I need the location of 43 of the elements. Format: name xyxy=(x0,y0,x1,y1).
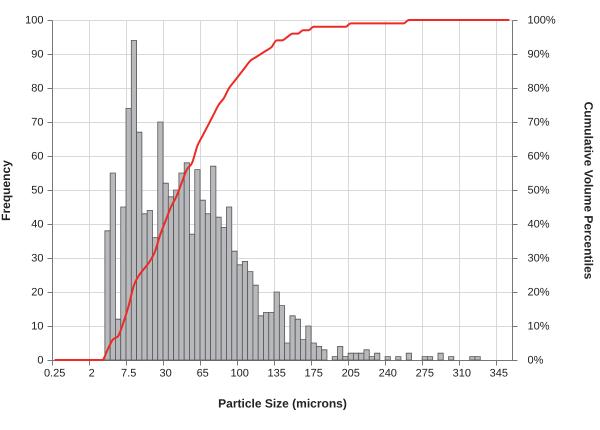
y2-tick-label: 60% xyxy=(528,150,550,162)
x-tick-label: 7.5 xyxy=(121,368,136,380)
y2-tick-label: 0% xyxy=(528,354,544,366)
bar xyxy=(406,352,412,360)
x-tick-label: 345 xyxy=(490,368,508,380)
bar xyxy=(448,356,454,360)
y2-tick-label: 40% xyxy=(528,218,550,230)
y-tick-label: 60 xyxy=(31,150,44,162)
y2-tick-label: 80% xyxy=(528,82,550,94)
x-tick-label: 175 xyxy=(304,368,323,380)
y-tick-label: 70 xyxy=(31,116,44,128)
y-tick-label: 100 xyxy=(25,14,44,26)
x-tick-label: 135 xyxy=(268,368,286,380)
x-tick-label: 205 xyxy=(342,368,360,380)
y-tick-label: 20 xyxy=(31,286,44,298)
y-tick-label: 0 xyxy=(37,354,44,366)
y2-tick-label: 70% xyxy=(528,116,550,128)
bar xyxy=(384,356,391,360)
y-tick-label: 50 xyxy=(31,184,44,196)
y-tick-label: 10 xyxy=(31,320,44,332)
y2-tick-label: 10% xyxy=(528,320,550,332)
y-tick-label: 90 xyxy=(31,48,44,60)
x-tick-label: 2 xyxy=(88,368,95,380)
y-tick-label: 40 xyxy=(31,218,44,230)
y2-axis-title: Cumulative Volume Percentiles xyxy=(582,102,596,280)
y2-tick-label: 90% xyxy=(528,48,550,60)
bar xyxy=(395,356,402,360)
x-tick-label: 275 xyxy=(416,368,434,380)
x-tick-label: 65 xyxy=(196,368,209,380)
y-tick-label: 30 xyxy=(31,252,44,264)
x-tick-label: 100 xyxy=(230,368,249,380)
x-tick-label: 0.25 xyxy=(44,368,66,380)
y-axis-title: Frequency xyxy=(0,160,14,221)
x-tick-label: 310 xyxy=(452,368,471,380)
y2-tick-label: 20% xyxy=(528,286,550,298)
y2-tick-label: 50% xyxy=(528,184,550,196)
x-tick-label: 30 xyxy=(160,368,172,380)
x-tick-label: 240 xyxy=(378,368,397,380)
x-axis-title: Particle Size (microns) xyxy=(218,396,347,410)
y-tick-label: 80 xyxy=(31,82,44,94)
y2-tick-label: 100% xyxy=(528,14,556,26)
bar xyxy=(438,352,444,360)
y2-tick-label: 30% xyxy=(528,252,550,264)
